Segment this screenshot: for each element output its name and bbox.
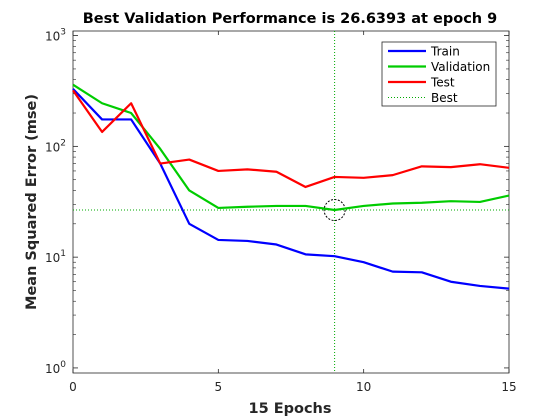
x-tick-label: 15 xyxy=(501,380,516,394)
x-tick-label: 10 xyxy=(356,380,371,394)
legend-label-validation: Validation xyxy=(431,60,490,74)
legend-label-train: Train xyxy=(430,45,460,59)
x-tick-label: 5 xyxy=(215,380,223,394)
y-axis-label: Mean Squared Error (mse) xyxy=(24,94,40,310)
x-axis-label: 15 Epochs xyxy=(248,401,331,417)
legend-label-best: Best xyxy=(431,91,458,105)
x-tick-label: 0 xyxy=(69,380,77,394)
chart-title: Best Validation Performance is 26.6393 a… xyxy=(83,11,498,27)
legend-label-test: Test xyxy=(430,76,455,90)
